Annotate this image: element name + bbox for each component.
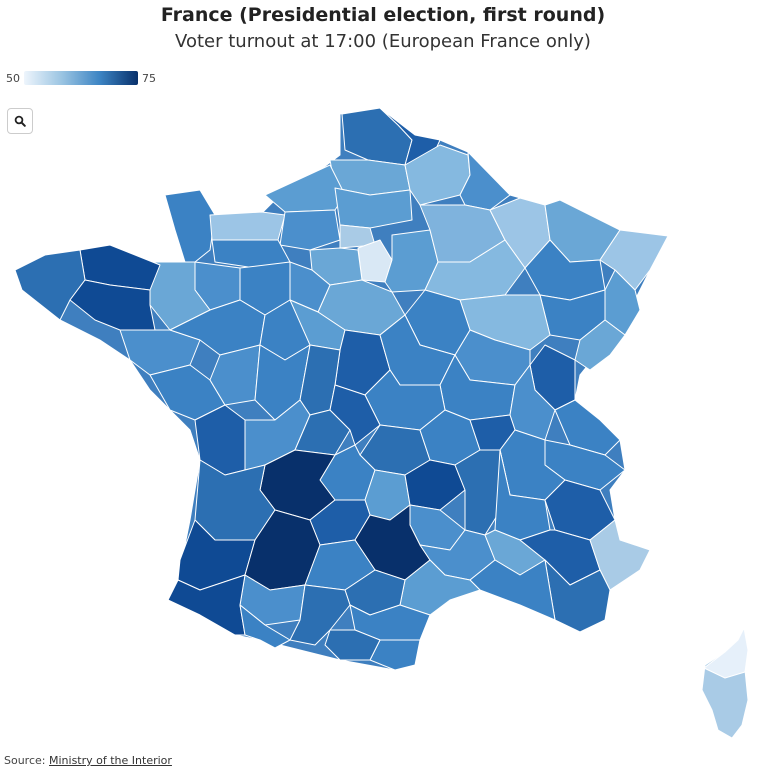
- department-morbihan[interactable]: [69, 279, 156, 331]
- zoom-button[interactable]: [7, 108, 33, 134]
- department-ariege[interactable]: [324, 629, 381, 661]
- legend-min-label: 50: [6, 71, 20, 85]
- department-eure[interactable]: [279, 209, 341, 251]
- legend-gradient-bar: [24, 71, 138, 85]
- chart-subtitle: Voter turnout at 17:00 (European France …: [175, 31, 591, 52]
- legend-max-label: 75: [142, 71, 156, 85]
- search-icon: [14, 115, 26, 127]
- source-note: Source: Ministry of the Interior: [4, 754, 172, 767]
- department-haute-garonne[interactable]: [289, 584, 351, 646]
- chart-title: France (Presidential election, first rou…: [160, 4, 606, 26]
- department-seine-maritime[interactable]: [264, 164, 346, 213]
- department-manche[interactable]: [164, 189, 216, 263]
- department-haute-corse[interactable]: [703, 627, 749, 679]
- department-var[interactable]: [544, 559, 611, 633]
- color-legend: 50 75: [6, 70, 156, 86]
- department-bouches-du-rhone[interactable]: [469, 559, 556, 621]
- department-hautes-pyrenees[interactable]: [239, 604, 291, 649]
- source-prefix: Source:: [4, 754, 46, 767]
- department-loire-atlantique[interactable]: [119, 329, 201, 376]
- source-link[interactable]: Ministry of the Interior: [49, 754, 172, 767]
